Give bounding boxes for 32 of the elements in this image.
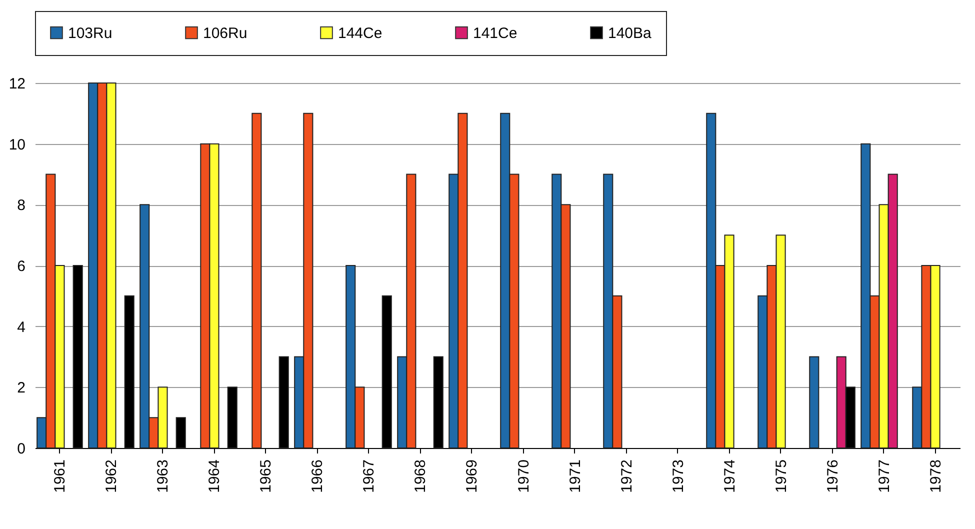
legend-label: 140Ba <box>608 24 652 42</box>
y-tick-label: 4 <box>17 318 26 336</box>
x-tick-label: 1967 <box>360 460 378 493</box>
x-tick-label: 1977 <box>876 460 893 493</box>
legend-label: 103Ru <box>68 24 112 42</box>
x-tick-label: 1961 <box>52 460 69 493</box>
y-tick-label: 8 <box>17 197 26 214</box>
x-tick-label: 1969 <box>464 460 481 493</box>
x-tick-label: 1968 <box>412 460 430 493</box>
x-tick-label: 1962 <box>103 460 120 493</box>
y-tick-label: 2 <box>17 380 26 397</box>
x-tick-label: 1978 <box>927 460 944 493</box>
bar <box>252 112 262 448</box>
x-tick-label: 1973 <box>670 460 687 493</box>
x-tick-label: 1965 <box>258 460 275 493</box>
bar <box>809 356 820 448</box>
y-tick-label: 6 <box>17 258 26 275</box>
legend-label: 106Ru <box>203 24 248 42</box>
x-tick-label: 1970 <box>515 460 532 493</box>
y-tick-label: 0 <box>17 440 26 458</box>
x-tick-label: 1974 <box>721 460 738 493</box>
x-tick-label: 1976 <box>824 460 842 493</box>
x-tick-label: 1964 <box>206 460 224 493</box>
x-tick-label: 1972 <box>618 460 636 493</box>
x-tick-label: 1963 <box>154 460 172 493</box>
x-tick-label: 1975 <box>772 460 790 493</box>
x-tick-label: 1966 <box>309 460 326 493</box>
legend-label: 144Ce <box>338 24 382 42</box>
x-tick-label: 1971 <box>566 460 584 493</box>
y-tick-label: 12 <box>8 76 26 92</box>
legend-label: 141Ce <box>473 24 518 42</box>
y-tick-label: 10 <box>8 136 26 154</box>
